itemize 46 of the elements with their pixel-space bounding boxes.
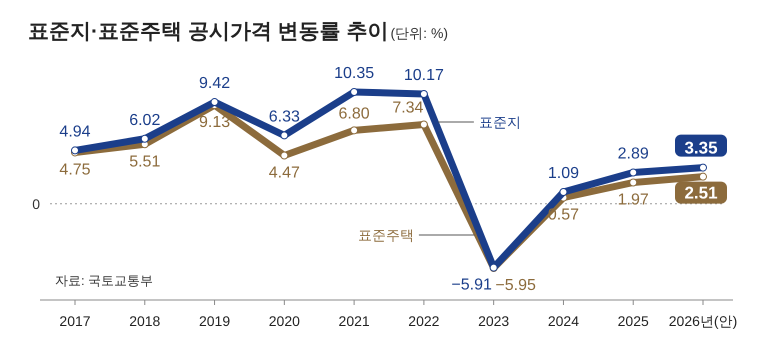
- data-label: 4.47: [268, 164, 300, 182]
- x-tick-label: 2024: [548, 313, 580, 329]
- x-tick-label: 2018: [129, 313, 161, 329]
- data-label: 6.02: [129, 112, 160, 129]
- x-tick-label: 2020: [268, 313, 300, 329]
- data-label: 3.35: [684, 138, 718, 158]
- data-label: 4.94: [59, 123, 91, 140]
- data-label: 6.80: [338, 105, 370, 122]
- text: 자료: 국토교통부: [55, 273, 154, 288]
- x-tick-label: 2023: [478, 313, 510, 329]
- chart-title: 표준지·표준주택 공시가격 변동률 추이: [28, 20, 388, 43]
- text: 표준지: [478, 114, 521, 130]
- x-tick-label: 2022: [408, 313, 440, 329]
- data-label: −5.91: [451, 276, 492, 294]
- data-label: 6.33: [268, 108, 300, 126]
- data-label: 7.34: [392, 100, 424, 116]
- point: [280, 151, 288, 160]
- ref-line-label: 0: [32, 196, 40, 212]
- data-label: 9.42: [198, 75, 230, 92]
- data-label: −5.95: [495, 277, 536, 294]
- x-tick-label: 2021: [338, 313, 370, 329]
- point: [420, 90, 428, 98]
- data-label: 1.97: [618, 191, 649, 208]
- point: [140, 134, 149, 143]
- x-tick-label: 2026년(안): [668, 313, 738, 329]
- point: [420, 120, 428, 128]
- x-tick-label: 2025: [618, 313, 650, 329]
- point: [629, 168, 638, 177]
- data-label: 2.89: [618, 146, 649, 163]
- x-tick-label: 2019: [198, 313, 230, 329]
- point: [629, 178, 638, 186]
- data-label: 4.75: [59, 161, 91, 178]
- chart-subtitle: (단위: %): [390, 25, 448, 41]
- x-tick-label: 2017: [59, 313, 91, 329]
- point: [350, 126, 358, 134]
- text: 표준주택: [358, 227, 414, 243]
- data-label: 2.51: [684, 184, 718, 203]
- point: [559, 188, 568, 196]
- data-label: 10.35: [334, 65, 374, 82]
- data-label: 10.17: [404, 66, 444, 84]
- point: [699, 164, 707, 172]
- point: [280, 131, 288, 140]
- point: [350, 88, 358, 96]
- data-label: 1.09: [548, 164, 580, 182]
- point: [699, 172, 707, 181]
- data-label: 5.51: [129, 153, 160, 170]
